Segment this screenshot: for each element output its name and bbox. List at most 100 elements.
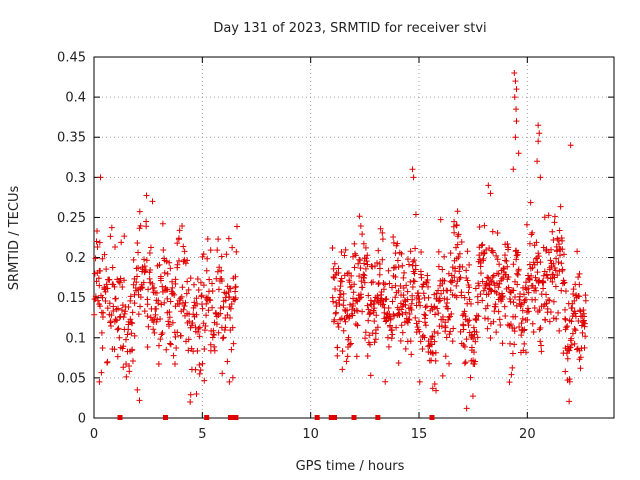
data-point: [520, 291, 527, 298]
data-point: [151, 284, 158, 291]
data-point: [568, 318, 575, 325]
data-point: [544, 274, 551, 281]
data-point: [481, 315, 488, 322]
data-point: [362, 244, 369, 251]
data-point: [112, 243, 119, 250]
data-point: [115, 305, 122, 312]
data-point: [523, 221, 530, 228]
data-point: [207, 247, 214, 254]
data-point: [160, 246, 167, 253]
data-point: [180, 306, 187, 313]
data-point: [104, 358, 111, 365]
data-point: [446, 331, 453, 338]
data-point: [106, 276, 113, 283]
data-point: [371, 318, 378, 325]
data-point: [387, 322, 394, 329]
data-point: [185, 286, 192, 293]
y-tick-label: 0.15: [57, 291, 86, 306]
data-point: [343, 358, 350, 365]
data-point: [532, 255, 539, 262]
data-point: [183, 290, 190, 297]
data-point: [524, 305, 531, 312]
data-point: [106, 300, 113, 307]
data-point: [169, 319, 176, 326]
data-point: [350, 289, 357, 296]
data-point: [161, 299, 168, 306]
data-point: [439, 372, 446, 379]
data-point: [479, 297, 486, 304]
data-point: [465, 322, 472, 329]
data-point: [336, 301, 343, 308]
data-point: [201, 377, 208, 384]
data-point: [525, 289, 532, 296]
data-point: [357, 257, 364, 264]
data-point: [334, 320, 341, 327]
data-point: [507, 340, 514, 347]
data-point: [390, 233, 397, 240]
data-point: [146, 275, 153, 282]
data-point: [480, 255, 487, 262]
data-point: [490, 318, 497, 325]
data-point: [579, 329, 586, 336]
data-point: [400, 292, 407, 299]
data-point: [112, 316, 119, 323]
data-point: [126, 363, 133, 370]
data-point: [530, 328, 537, 335]
data-point: [375, 247, 382, 254]
data-point: [167, 298, 174, 305]
data-point: [472, 316, 479, 323]
data-point: [545, 212, 552, 219]
data-point: [395, 360, 402, 367]
data-point: [407, 338, 414, 345]
data-point: [387, 315, 394, 322]
data-point: [210, 327, 217, 334]
data-point: [111, 346, 118, 353]
data-point: [91, 311, 98, 318]
data-point: [575, 274, 582, 281]
data-point: [330, 298, 337, 305]
data-point: [435, 248, 442, 255]
data-point: [180, 243, 187, 250]
data-point: [374, 324, 381, 331]
data-point: [129, 309, 136, 316]
data-point: [116, 279, 123, 286]
data-point: [531, 305, 538, 312]
data-point: [510, 261, 517, 268]
data-point: [232, 284, 239, 291]
data-point: [430, 350, 437, 357]
data-point: [185, 347, 192, 354]
data-point: [567, 344, 574, 351]
data-point: [155, 297, 162, 304]
data-point: [534, 269, 541, 276]
data-point: [463, 336, 470, 343]
data-point: [342, 246, 349, 253]
data-point: [336, 294, 343, 301]
data-point: [416, 328, 423, 335]
data-point: [511, 328, 518, 335]
data-point: [461, 343, 468, 350]
data-point: [524, 316, 531, 323]
data-point: [496, 261, 503, 268]
data-point: [179, 284, 186, 291]
data-point: [215, 286, 222, 293]
data-point: [157, 273, 164, 280]
data-point: [533, 239, 540, 246]
data-point: [505, 274, 512, 281]
data-point: [559, 237, 566, 244]
data-point: [532, 274, 539, 281]
data-point: [336, 287, 343, 294]
data-point: [461, 360, 468, 367]
data-point: [540, 279, 547, 286]
data-point: [215, 236, 222, 243]
data-point: [129, 357, 136, 364]
data-point: [337, 283, 344, 290]
data-point: [137, 222, 144, 229]
y-tick-label: 0.3: [65, 171, 86, 186]
data-point: [149, 198, 156, 205]
data-point: [557, 252, 564, 259]
data-point: [474, 334, 481, 341]
data-point: [217, 305, 224, 312]
data-point: [458, 238, 465, 245]
data-point: [194, 275, 201, 282]
